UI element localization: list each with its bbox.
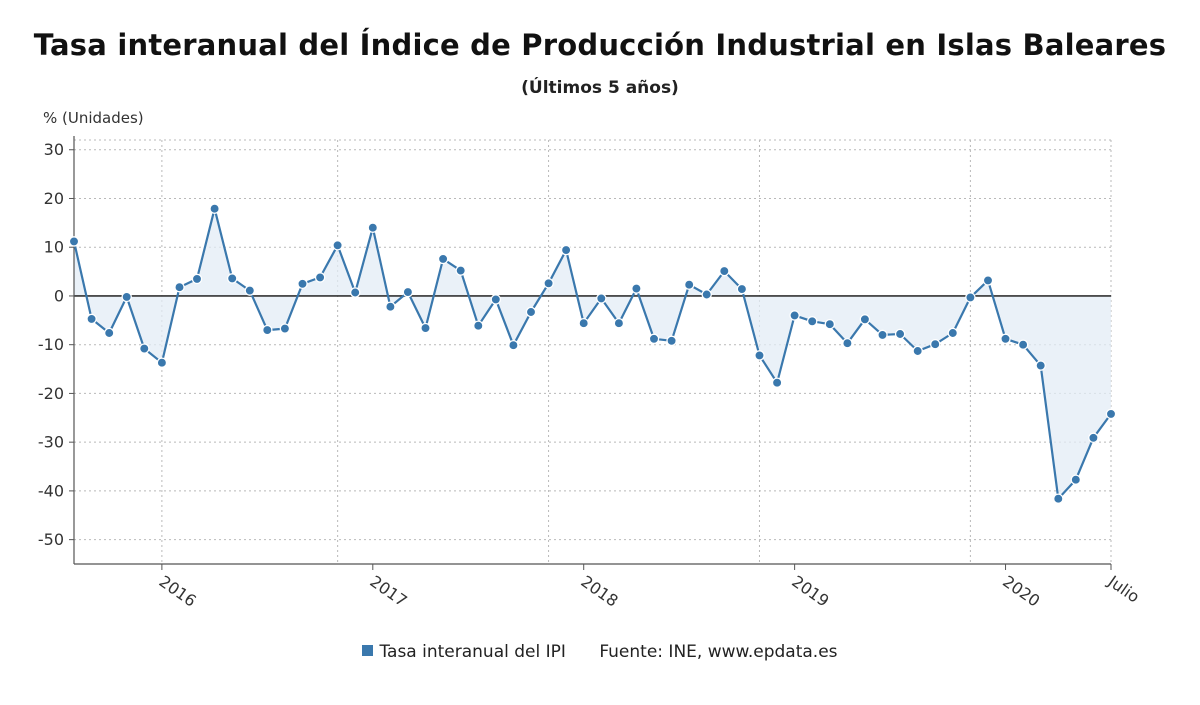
y-tick-label: 0	[54, 286, 64, 305]
data-point	[314, 272, 326, 283]
x-tick-label: 2020	[999, 572, 1043, 611]
data-point	[771, 377, 783, 388]
data-point	[965, 292, 976, 303]
data-point	[1053, 493, 1064, 504]
data-point	[279, 323, 291, 334]
data-point	[385, 301, 396, 312]
data-point	[349, 287, 361, 298]
data-point	[139, 343, 150, 354]
legend-swatch	[362, 645, 374, 656]
series-line	[72, 207, 1112, 500]
y-tick-labels: 30 20 10 0 -10 -20 -30 -40 -50	[38, 140, 64, 549]
data-point	[209, 203, 220, 214]
data-point	[455, 265, 466, 276]
data-point	[332, 240, 343, 251]
y-tick-label: 20	[44, 189, 64, 208]
data-point	[508, 339, 519, 351]
area-path	[74, 208, 1111, 499]
data-point	[525, 306, 537, 318]
data-point	[1000, 333, 1011, 345]
axes	[69, 136, 1112, 570]
data-point	[1105, 408, 1117, 420]
x-tick-label: 2016	[156, 572, 200, 611]
data-point	[174, 281, 185, 293]
x-tick-label: 2018	[577, 572, 621, 611]
data-point	[824, 318, 836, 330]
y-tick-label: -40	[38, 481, 64, 500]
grid	[74, 139, 1112, 564]
series-polyline	[72, 207, 1112, 500]
data-point	[473, 320, 484, 331]
data-point	[1070, 474, 1082, 485]
data-point	[631, 283, 642, 294]
data-point	[842, 337, 853, 349]
data-point	[683, 279, 695, 290]
data-point	[789, 310, 800, 321]
data-point	[121, 291, 132, 303]
chart-subtitle: (Últimos 5 años)	[521, 78, 679, 98]
y-tick-label: 10	[44, 238, 64, 257]
data-point	[648, 333, 660, 345]
y-tick-label: 30	[44, 140, 64, 159]
data-point	[402, 286, 414, 298]
source-text: Fuente: INE, www.epdata.es	[599, 642, 838, 662]
data-point	[859, 314, 871, 325]
y-axis-label: % (Unidades)	[43, 109, 144, 127]
data-point	[297, 278, 308, 290]
data-point	[982, 275, 994, 286]
data-point	[666, 335, 677, 347]
data-point	[244, 285, 256, 296]
data-point	[560, 244, 572, 256]
y-tick-label: -50	[38, 530, 64, 549]
data-point	[701, 289, 712, 300]
data-point	[103, 327, 115, 339]
data-point	[86, 313, 97, 325]
series-points	[68, 203, 1117, 504]
data-point	[912, 345, 923, 357]
data-point	[754, 350, 765, 361]
y-tick-label: -10	[38, 335, 64, 354]
data-point	[894, 328, 906, 340]
legend: Tasa interanual del IPI Fuente: INE, www…	[0, 642, 1200, 662]
data-point	[806, 316, 818, 327]
data-point	[1035, 360, 1046, 371]
data-point	[596, 293, 607, 304]
data-point	[1088, 432, 1099, 444]
x-tick-labels: 2016 2017 2018 2019 2020 Julio	[156, 571, 1143, 610]
data-point	[613, 317, 625, 329]
data-point	[719, 265, 730, 277]
data-point	[578, 317, 589, 329]
data-point	[156, 357, 168, 368]
legend-entry[interactable]: Tasa interanual del IPI	[362, 642, 571, 662]
area-fill	[74, 208, 1111, 499]
data-point	[420, 322, 431, 334]
legend-label: Tasa interanual del IPI	[379, 642, 566, 662]
y-tick-label: -20	[38, 384, 64, 403]
data-point	[929, 338, 941, 350]
data-point	[877, 329, 888, 341]
x-tick-label: Julio	[1104, 571, 1143, 606]
x-tick-label: 2017	[367, 572, 411, 611]
data-point	[736, 283, 748, 295]
data-point	[1017, 339, 1029, 350]
data-point	[490, 294, 502, 305]
x-tick-label: 2019	[788, 572, 832, 611]
data-point	[262, 324, 273, 336]
data-point	[68, 236, 80, 247]
data-point	[437, 253, 449, 265]
y-tick-label: -30	[38, 433, 64, 452]
data-point	[367, 222, 379, 233]
data-point	[947, 327, 959, 339]
data-point	[191, 273, 203, 285]
data-point	[543, 278, 554, 289]
chart-title: Tasa interanual del Índice de Producción…	[33, 28, 1167, 62]
data-point	[226, 273, 238, 284]
